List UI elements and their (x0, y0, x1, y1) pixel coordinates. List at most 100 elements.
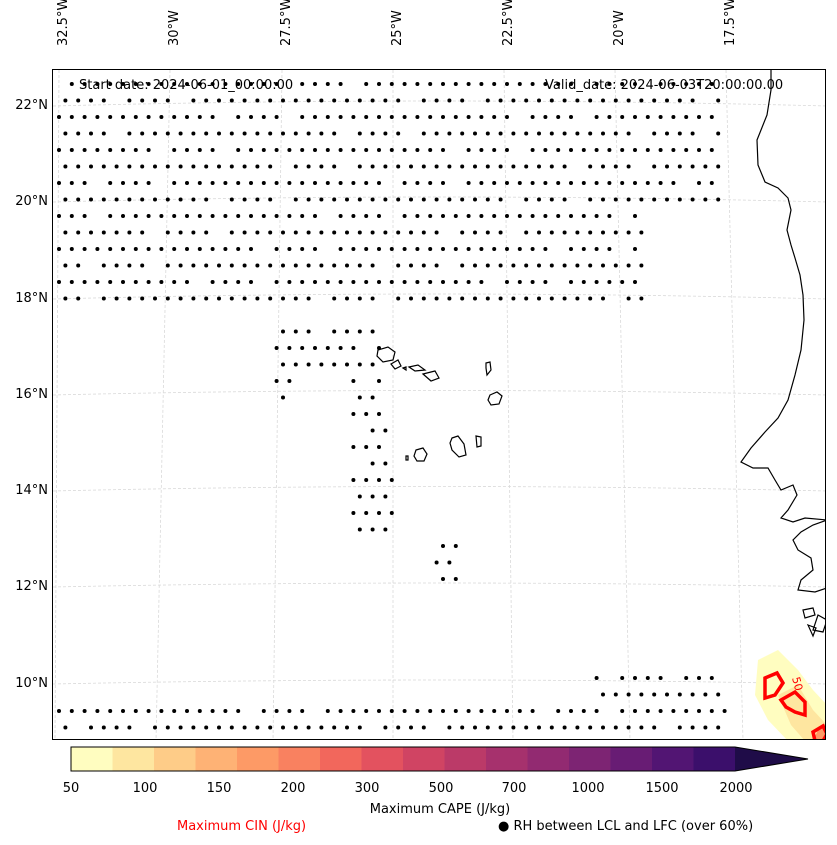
rh-dot (236, 709, 241, 713)
rh-dot (57, 148, 61, 152)
rh-dot (159, 280, 164, 284)
rh-dot (562, 131, 567, 136)
rh-dot (709, 82, 714, 86)
rh-dot (665, 164, 669, 169)
rh-dot (473, 230, 477, 235)
rh-dot (287, 214, 292, 218)
rh-dot (306, 362, 311, 367)
start-date: Start date: 2024-06-01_00:00:00 (79, 78, 294, 93)
rh-dot (178, 131, 183, 136)
rh-dot (249, 82, 253, 86)
colorbar-tick-2000: 2000 (719, 781, 753, 796)
rh-dot (498, 263, 503, 268)
rh-dot (268, 725, 273, 730)
rh-dot (140, 296, 145, 301)
rh-dot (345, 263, 349, 268)
rh-dot (223, 280, 228, 284)
rh-dot (351, 181, 356, 185)
rh-dot (626, 131, 631, 136)
rh-dot (140, 131, 145, 136)
rh-dot (415, 115, 420, 119)
colorbar-extend-arrow (735, 747, 808, 771)
rh-dot (601, 197, 605, 202)
rh-dot (204, 164, 209, 169)
rh-dot (293, 725, 298, 730)
rh-dot (633, 181, 637, 185)
rh-dot (396, 725, 401, 730)
rh-dot (185, 247, 189, 251)
rh-dot (434, 164, 439, 169)
rh-dot (569, 214, 573, 218)
rh-dot (389, 511, 394, 515)
rh-dot (236, 148, 241, 152)
rh-dot (165, 230, 170, 235)
rh-dot (569, 709, 573, 713)
rh-dot (306, 98, 311, 103)
rh-dot (492, 115, 497, 119)
rh-dot (95, 82, 100, 86)
rh-dot (453, 544, 458, 548)
rh-dot (530, 148, 535, 152)
rh-dot (140, 230, 145, 235)
rh-dot-icon: ● (498, 819, 510, 834)
rh-dot (108, 82, 113, 86)
rh-dot (261, 82, 266, 86)
rh-dot (306, 296, 311, 301)
rh-dot (114, 164, 119, 169)
rh-dot (652, 131, 657, 136)
rh-dot (172, 181, 177, 185)
rh-dot (121, 709, 125, 713)
africa-coastline-south (792, 520, 825, 593)
rh-dot (383, 131, 388, 136)
rh-dot (383, 428, 388, 433)
rh-dot (709, 709, 714, 713)
rh-dot (357, 494, 362, 499)
rh-dot (588, 230, 593, 235)
legend-rh-label: RH between LCL and LFC (over 60%) (513, 819, 754, 834)
rh-dot (377, 511, 381, 515)
rh-dot (197, 247, 202, 251)
rh-dot (639, 725, 644, 730)
rh-dot (210, 82, 215, 86)
map-area[interactable]: 50 (52, 69, 826, 740)
rh-dot (581, 181, 586, 185)
rh-dot (389, 82, 394, 86)
rh-dot (594, 148, 599, 152)
rh-dot (441, 214, 445, 218)
rh-dot (159, 247, 164, 251)
rh-dot (197, 181, 202, 185)
rh-dot (191, 296, 196, 301)
rh-dot (709, 181, 714, 185)
rh-dot (434, 98, 439, 103)
rh-dot (185, 82, 189, 86)
rh-dot (466, 115, 471, 119)
rh-dot (325, 280, 330, 284)
rh-dot (594, 280, 599, 284)
rh-dot (185, 148, 189, 152)
rh-dot (479, 181, 484, 185)
rh-dot (95, 247, 100, 251)
rh-dot (396, 131, 401, 136)
rh-dot (127, 263, 132, 268)
rh-dot (172, 82, 177, 86)
rh-dot (517, 247, 522, 251)
rh-dot (671, 82, 676, 86)
rh-dot (197, 709, 202, 713)
rh-dot (677, 692, 682, 697)
rh-dot (108, 709, 113, 713)
colorbar (70, 746, 810, 772)
rh-dot (652, 197, 657, 202)
rh-dot (357, 362, 362, 367)
rh-dot (537, 197, 541, 202)
rh-dot (351, 148, 356, 152)
rh-dot (594, 676, 599, 680)
rh-dot (165, 131, 170, 136)
valid-date: Valid_date: 2024-06-03T20:00:00.00 (545, 78, 784, 93)
rh-dot (466, 181, 471, 185)
rh-dot (95, 148, 100, 152)
rh-dot (415, 247, 420, 251)
rh-dot (69, 709, 74, 713)
cin-contour-label: 50 (789, 675, 805, 692)
rh-dot (549, 164, 554, 169)
sal-island (485, 361, 492, 377)
